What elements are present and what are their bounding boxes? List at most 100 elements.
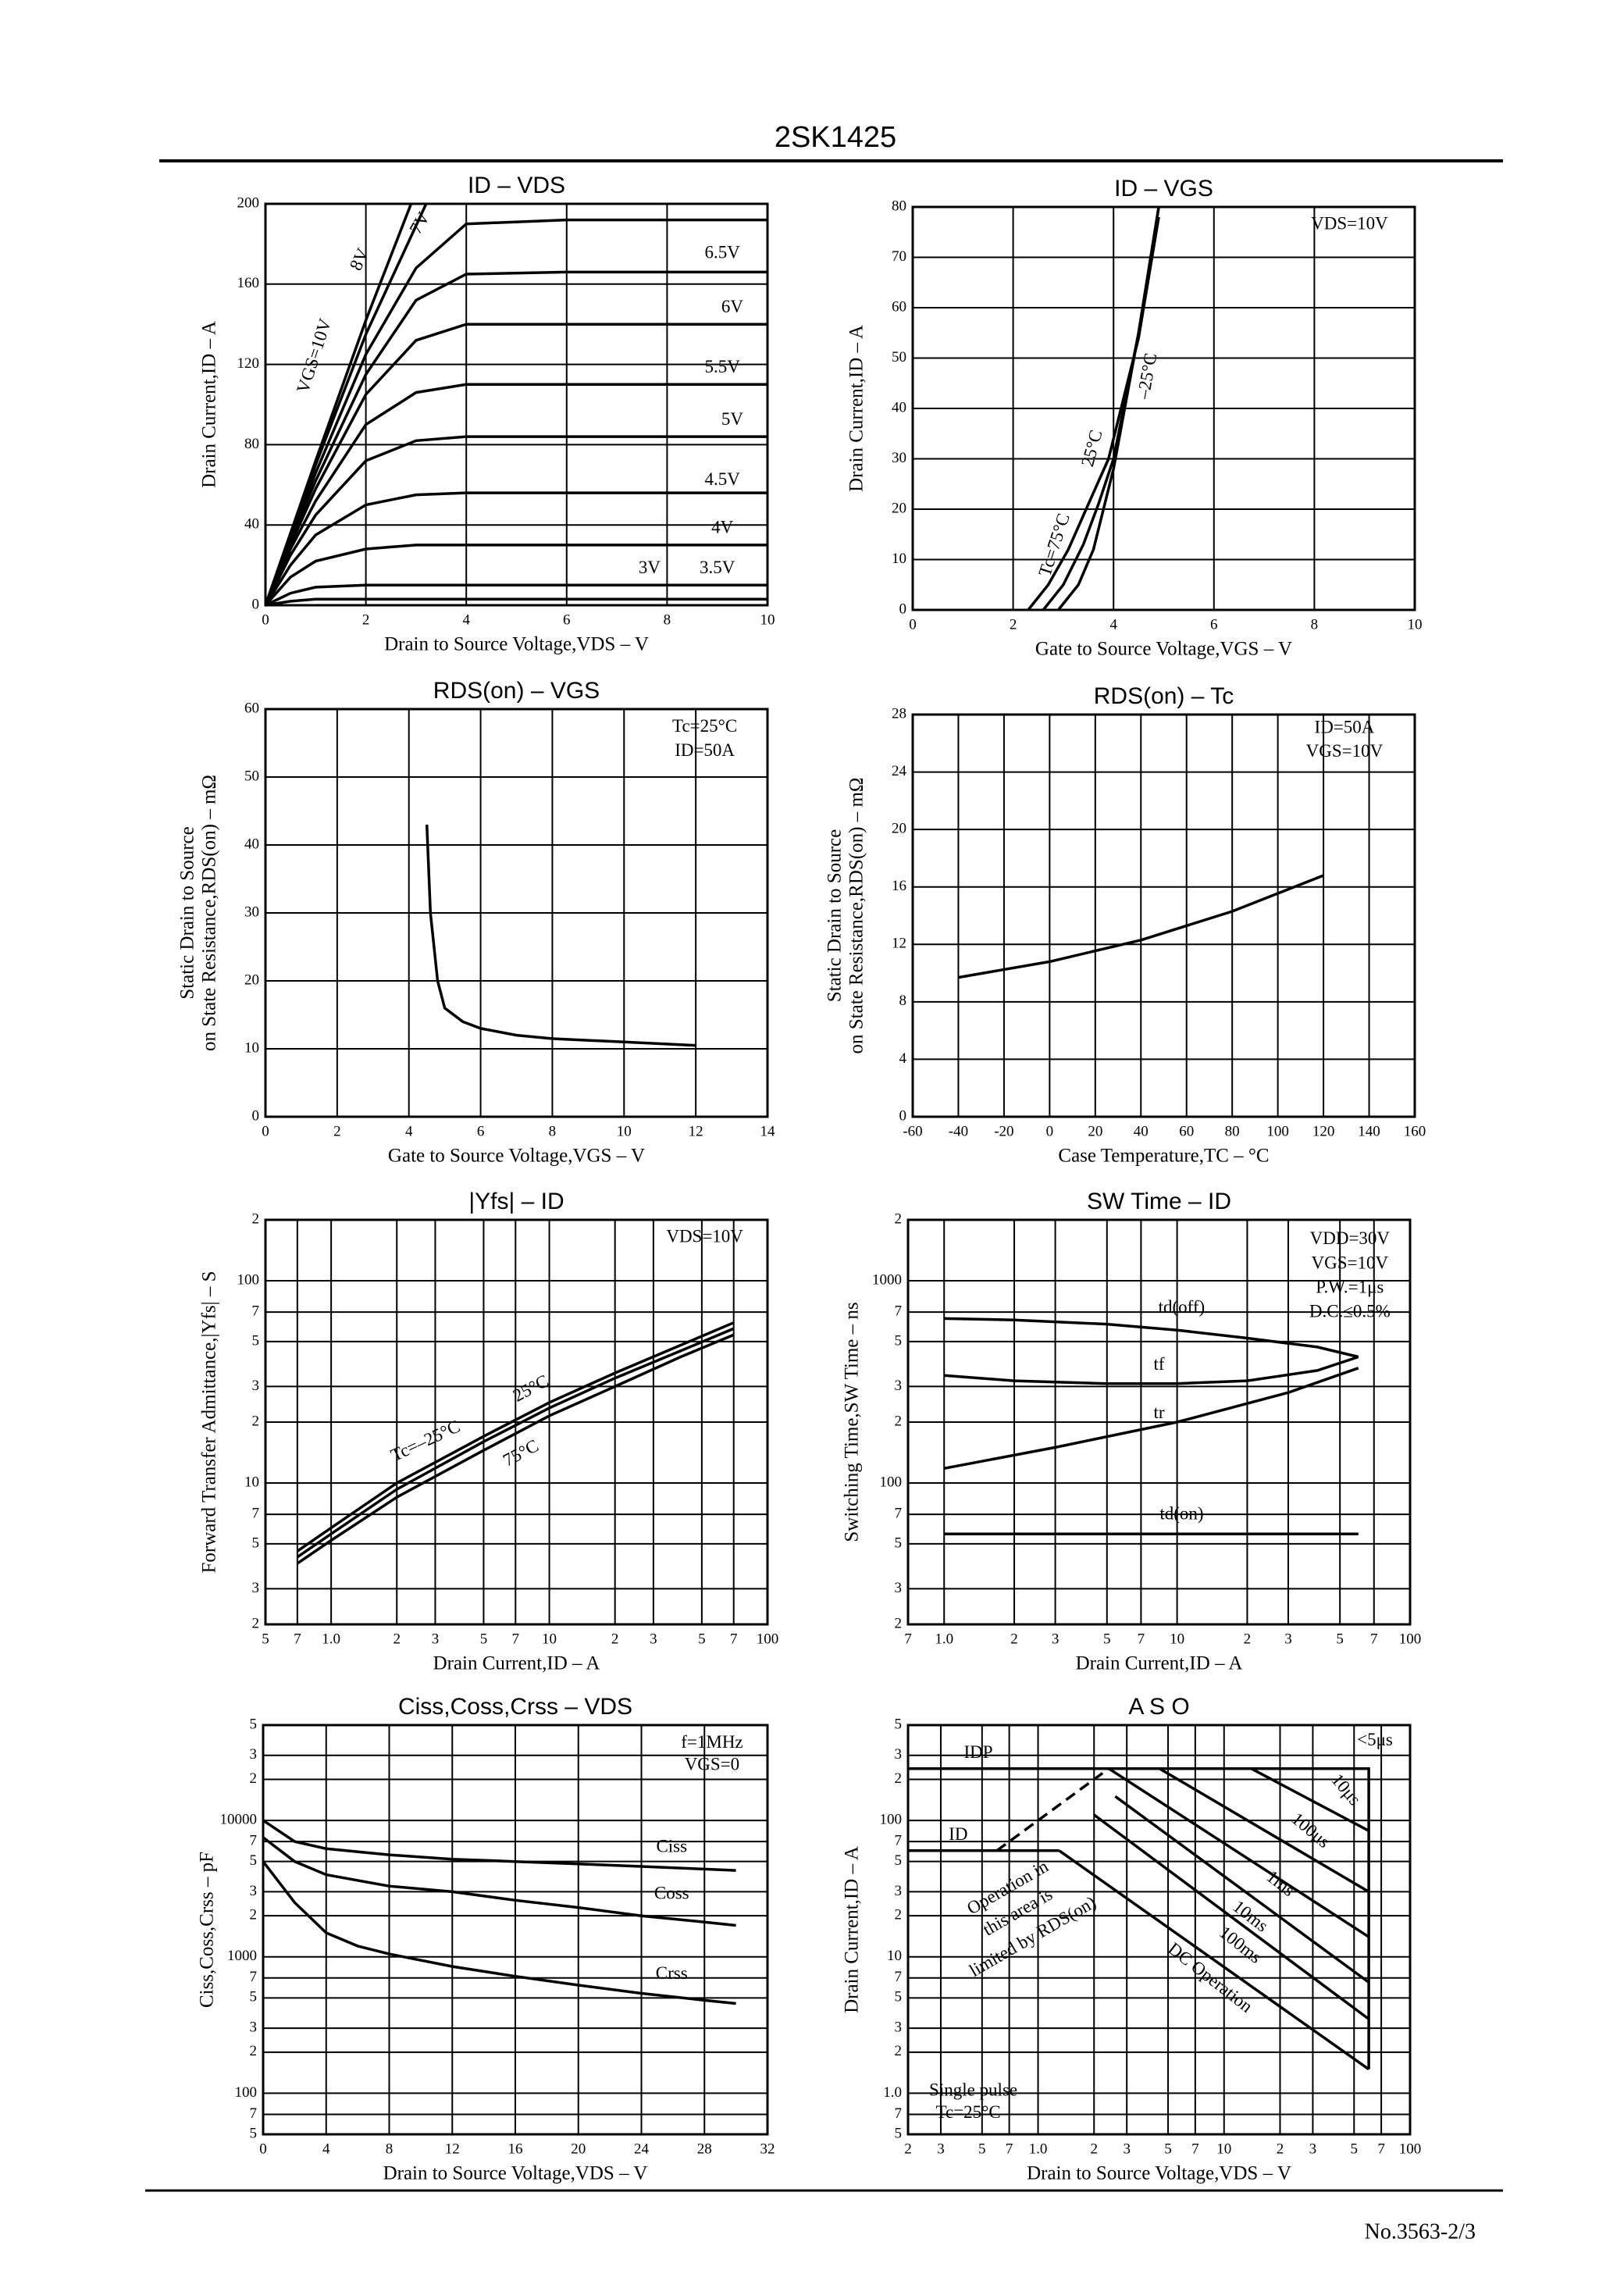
y-tick-label: 60	[892, 298, 906, 315]
y-tick-label: 5	[895, 1852, 903, 1869]
y-tick-label: 3	[250, 1746, 258, 1763]
y-tick-label: 80	[892, 198, 906, 214]
series-line	[944, 1355, 1359, 1385]
y-tick-label: 2	[895, 1210, 903, 1227]
x-tick-label: 120	[1312, 1123, 1335, 1139]
y-tick-label: 2	[252, 1413, 260, 1429]
x-tick-label: 8	[386, 2141, 394, 2157]
x-axis-label: Case Temperature,TC – °C	[1058, 1146, 1269, 1167]
annotation: P.W.=1μs	[1316, 1277, 1384, 1296]
x-tick-label: 2	[1090, 2141, 1098, 2157]
x-tick-label: 2	[333, 1123, 341, 1139]
x-tick-label: 0	[909, 616, 917, 633]
y-tick-label: 0	[899, 1107, 907, 1124]
y-tick-label: 7	[895, 1833, 903, 1849]
series-line	[943, 1367, 1359, 1471]
x-axis-label: Gate to Source Voltage,VGS – V	[1035, 639, 1292, 660]
y-tick-label: 20	[892, 821, 906, 837]
series-label: Coss	[654, 1884, 689, 1903]
y-tick-label: 2	[250, 1907, 258, 1923]
y-tick-label: 7	[252, 1303, 260, 1319]
plot-frame	[264, 202, 769, 607]
series-line	[265, 583, 767, 607]
y-tick-label: 60	[244, 700, 259, 716]
x-tick-label: 4	[1109, 616, 1117, 633]
x-tick-label: 8	[1311, 616, 1319, 633]
series-label: 6V	[721, 297, 744, 316]
x-tick-label: 10	[617, 1123, 632, 1139]
plot-frame	[911, 713, 1416, 1118]
annotation: VDS=10V	[666, 1227, 743, 1246]
y-tick-label: 5	[252, 1535, 260, 1551]
x-axis-label: Drain to Source Voltage,VDS – V	[384, 634, 649, 655]
series-label: VGS=10V	[293, 316, 335, 396]
x-tick-label: 140	[1358, 1123, 1380, 1139]
x-tick-label: 8	[549, 1123, 557, 1139]
x-tick-label: 7	[1138, 1631, 1145, 1647]
y-tick-label: 12	[892, 936, 906, 952]
series-line	[1093, 1813, 1370, 2020]
y-tick-label: 5	[250, 1852, 258, 1869]
y-axis-label: on State Resistance,RDS(on) – mΩ	[846, 778, 867, 1054]
y-tick-label: 1.0	[883, 2084, 902, 2101]
series-line	[1114, 1795, 1370, 1984]
series-label: 10μs	[1327, 1770, 1365, 1809]
x-tick-label: 7	[1191, 2141, 1199, 2157]
series-line	[1159, 1767, 1369, 1893]
series-label: 25°C	[1077, 428, 1106, 469]
series-label: –25°C	[1133, 351, 1160, 401]
y-tick-label: 8	[899, 993, 907, 1009]
x-tick-label: 5	[1351, 2141, 1359, 2157]
x-tick-label: 40	[1134, 1123, 1149, 1139]
y-tick-label: 10	[887, 1948, 902, 1964]
y-tick-label: 5	[895, 2125, 903, 2141]
series-line	[264, 544, 767, 607]
y-tick-label: 2	[895, 2043, 903, 2059]
series-label: Ciss	[656, 1836, 687, 1856]
series-label: 8V	[346, 245, 373, 273]
y-tick-label: 5	[895, 1535, 903, 1551]
x-tick-label: 7	[1006, 2141, 1013, 2157]
x-tick-label: 2	[1277, 2141, 1284, 2157]
chart-title: RDS(on) – Tc	[1094, 683, 1234, 709]
series-line	[264, 323, 767, 606]
x-tick-label: 20	[571, 2141, 586, 2157]
y-tick-label: 3	[895, 1746, 903, 1763]
x-tick-label: 28	[697, 2141, 712, 2157]
x-tick-label: 2	[362, 611, 370, 628]
annotation: VDS=10V	[1311, 214, 1388, 234]
y-tick-label: 3	[895, 2019, 903, 2035]
x-tick-label: 32	[760, 2141, 775, 2157]
x-tick-label: -20	[994, 1123, 1013, 1139]
y-tick-label: 7	[250, 1969, 258, 1985]
y-axis-label: Switching Time,SW Time – ns	[842, 1302, 863, 1542]
y-tick-label: 3	[250, 2019, 258, 2035]
y-tick-label: 5	[250, 2125, 258, 2141]
y-axis-label: Drain Current,ID – A	[846, 325, 867, 492]
y-tick-label: 5	[250, 1989, 258, 2005]
annotation: ID=50A	[675, 740, 735, 760]
series-line	[944, 1317, 1359, 1359]
x-tick-label: 3	[1123, 2141, 1131, 2157]
y-tick-label: 7	[895, 1303, 903, 1319]
plot-frame	[906, 1724, 1412, 2136]
series-line	[265, 597, 767, 607]
y-tick-label: 120	[237, 355, 260, 372]
x-tick-label: 100	[1399, 2141, 1422, 2157]
x-tick-label: 5	[978, 2141, 986, 2157]
x-tick-label: 7	[904, 1631, 912, 1647]
series-label: 7V	[406, 209, 434, 237]
y-tick-label: 10	[892, 551, 906, 567]
y-tick-label: 20	[892, 500, 906, 516]
series-label: ID	[949, 1824, 967, 1844]
y-tick-label: 2	[250, 2043, 258, 2059]
series-line	[1250, 1767, 1369, 1832]
series-line	[296, 1327, 735, 1559]
annotation: D.C.≤0.5%	[1309, 1301, 1391, 1321]
series-line	[1058, 1849, 1370, 2071]
y-tick-label: 16	[892, 878, 906, 894]
series-label: 6.5V	[704, 243, 740, 262]
y-tick-label: 2	[895, 1770, 903, 1787]
x-tick-label: 7	[512, 1631, 520, 1647]
chart-title: Ciss,Coss,Crss – VDS	[398, 1694, 632, 1720]
